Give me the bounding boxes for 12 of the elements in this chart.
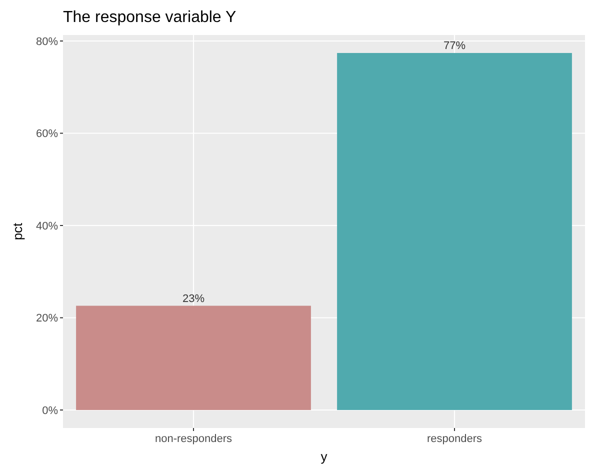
y-tick-label: 80%: [36, 36, 58, 48]
x-tick-label: non-responders: [154, 433, 233, 445]
chart-title: The response variable Y: [63, 9, 236, 26]
y-tick-label: 40%: [36, 220, 58, 232]
x-axis-title: y: [320, 449, 328, 464]
data-label: 77%: [443, 40, 466, 52]
x-tick-label: responders: [426, 433, 483, 445]
y-tick-label: 20%: [36, 312, 58, 325]
y-tick-label: 0%: [42, 404, 58, 417]
y-axis-title: pct: [10, 222, 25, 240]
data-label: 23%: [182, 292, 205, 305]
y-tick-label: 60%: [36, 128, 58, 140]
